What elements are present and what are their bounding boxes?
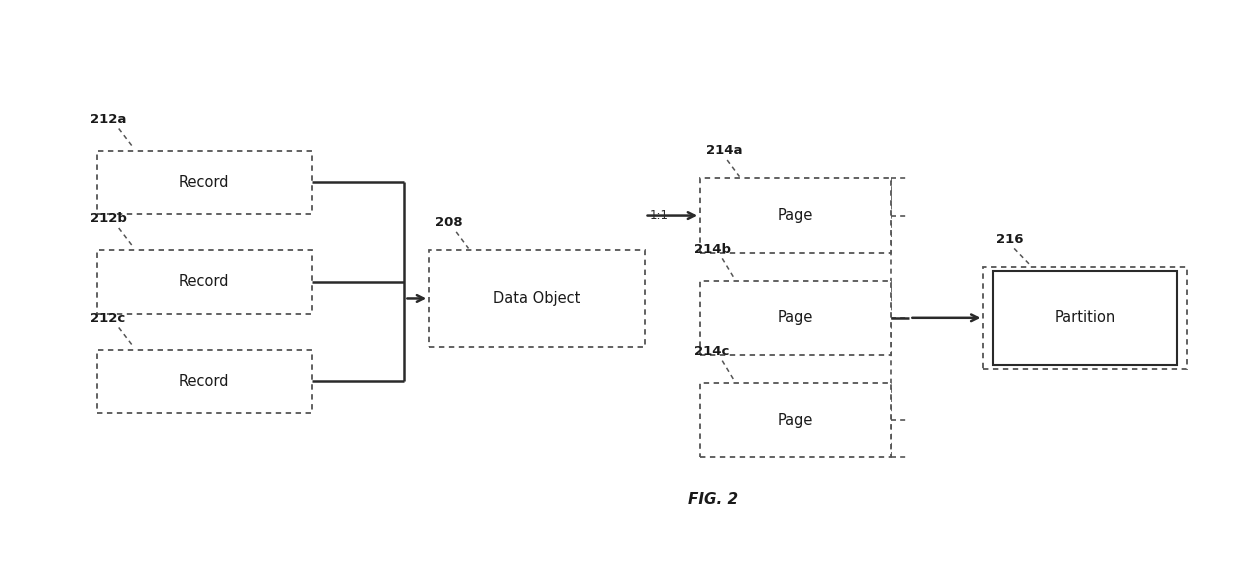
Bar — [983, 266, 1187, 369]
Bar — [97, 350, 312, 413]
Text: 1:1: 1:1 — [650, 209, 668, 222]
Text: Page: Page — [777, 412, 813, 427]
Bar — [701, 383, 892, 457]
Text: 212c: 212c — [91, 312, 125, 325]
Text: 208: 208 — [435, 216, 463, 229]
Bar — [97, 150, 312, 214]
Bar — [993, 271, 1177, 365]
Text: Record: Record — [179, 175, 229, 190]
Text: 212b: 212b — [91, 212, 128, 225]
Text: 214c: 214c — [694, 345, 729, 358]
Text: 214b: 214b — [694, 242, 730, 256]
Bar — [97, 250, 312, 314]
Text: Page: Page — [777, 310, 813, 325]
Text: Page: Page — [777, 208, 813, 223]
Text: FIG. 2: FIG. 2 — [688, 492, 738, 507]
Text: 214a: 214a — [707, 144, 743, 157]
Bar — [429, 250, 645, 347]
Text: 212a: 212a — [91, 113, 126, 126]
Bar — [701, 280, 892, 355]
Bar — [701, 178, 892, 253]
Text: Partition: Partition — [1054, 310, 1116, 325]
Text: Record: Record — [179, 374, 229, 389]
Text: Data Object: Data Object — [494, 291, 580, 306]
Text: Record: Record — [179, 274, 229, 289]
Text: 216: 216 — [996, 233, 1023, 246]
